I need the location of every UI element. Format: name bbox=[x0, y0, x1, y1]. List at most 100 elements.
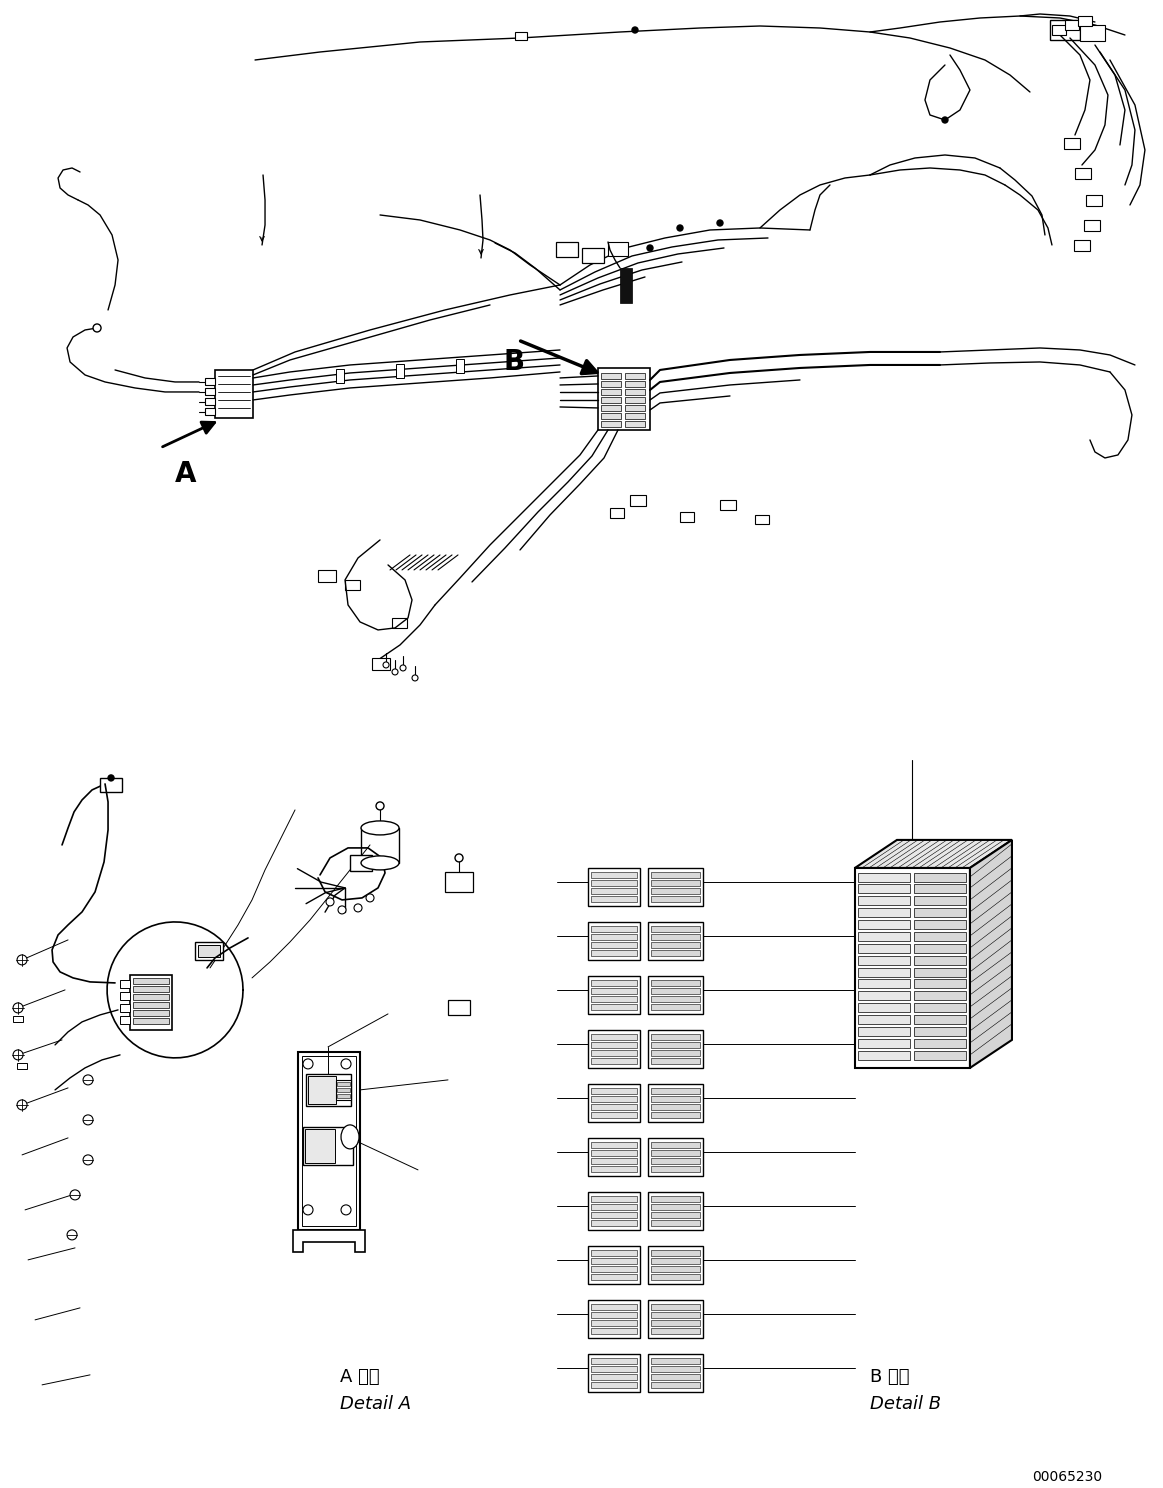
Bar bbox=[651, 1042, 700, 1048]
Bar bbox=[651, 1034, 700, 1040]
Bar bbox=[591, 1303, 637, 1309]
Bar bbox=[601, 381, 621, 387]
Bar bbox=[651, 1088, 700, 1094]
Bar bbox=[651, 1312, 700, 1318]
Circle shape bbox=[17, 1100, 27, 1110]
Bar bbox=[591, 1366, 637, 1372]
Bar bbox=[914, 931, 966, 940]
Bar bbox=[205, 378, 215, 385]
Bar bbox=[601, 388, 621, 394]
Ellipse shape bbox=[361, 856, 399, 870]
Bar bbox=[625, 388, 645, 394]
Bar bbox=[651, 1266, 700, 1272]
Bar bbox=[588, 1192, 640, 1231]
Circle shape bbox=[93, 324, 101, 332]
Bar bbox=[648, 1301, 702, 1338]
Bar bbox=[591, 1257, 637, 1263]
Bar bbox=[100, 778, 122, 792]
Bar bbox=[648, 1245, 702, 1284]
Bar bbox=[591, 942, 637, 948]
Bar bbox=[205, 388, 215, 394]
Bar bbox=[337, 1082, 350, 1086]
Bar bbox=[651, 896, 700, 902]
Polygon shape bbox=[855, 839, 1012, 868]
Bar bbox=[205, 397, 215, 405]
Bar bbox=[651, 981, 700, 987]
Bar bbox=[651, 1150, 700, 1156]
Circle shape bbox=[647, 246, 652, 251]
Circle shape bbox=[341, 1059, 351, 1068]
Bar bbox=[858, 873, 909, 882]
Bar bbox=[601, 421, 621, 427]
Bar bbox=[651, 1303, 700, 1309]
Bar bbox=[1084, 220, 1100, 231]
Bar bbox=[302, 1056, 356, 1226]
Text: Detail A: Detail A bbox=[340, 1394, 412, 1414]
Bar bbox=[755, 515, 769, 524]
Bar bbox=[648, 1354, 702, 1391]
Bar bbox=[858, 955, 909, 964]
Text: A 詳細: A 詳細 bbox=[340, 1367, 379, 1385]
Bar bbox=[591, 1088, 637, 1094]
Bar bbox=[648, 976, 702, 1013]
Bar bbox=[680, 512, 694, 522]
Bar bbox=[120, 1004, 130, 1012]
Bar bbox=[133, 1001, 169, 1007]
Circle shape bbox=[383, 662, 388, 668]
Bar bbox=[914, 967, 966, 978]
Bar bbox=[914, 1039, 966, 1048]
Bar bbox=[1080, 25, 1105, 42]
Bar bbox=[858, 991, 909, 1000]
Circle shape bbox=[83, 1115, 93, 1125]
Bar bbox=[611, 507, 625, 518]
Circle shape bbox=[13, 1051, 23, 1059]
Bar bbox=[130, 975, 172, 1030]
Bar bbox=[591, 926, 637, 931]
Bar bbox=[651, 1196, 700, 1202]
Bar bbox=[625, 421, 645, 427]
Bar bbox=[350, 856, 372, 870]
Circle shape bbox=[326, 897, 334, 906]
Bar bbox=[914, 943, 966, 952]
Bar bbox=[205, 408, 215, 415]
Bar bbox=[120, 1016, 130, 1024]
Circle shape bbox=[632, 27, 638, 33]
Bar bbox=[651, 1051, 700, 1056]
Bar bbox=[591, 1211, 637, 1217]
Bar bbox=[625, 373, 645, 379]
Bar bbox=[337, 1094, 350, 1098]
Text: B 詳細: B 詳細 bbox=[870, 1367, 909, 1385]
Bar bbox=[601, 405, 621, 411]
Bar bbox=[133, 994, 169, 1000]
Bar bbox=[336, 369, 344, 382]
Bar bbox=[591, 1312, 637, 1318]
Bar bbox=[1064, 138, 1080, 149]
Bar bbox=[625, 405, 645, 411]
Bar bbox=[648, 868, 702, 906]
Bar bbox=[591, 896, 637, 902]
Bar bbox=[651, 1220, 700, 1226]
Bar bbox=[651, 879, 700, 885]
Bar bbox=[133, 978, 169, 984]
Bar bbox=[651, 1250, 700, 1256]
Bar bbox=[914, 955, 966, 964]
Text: B: B bbox=[504, 348, 525, 376]
Bar bbox=[336, 1080, 351, 1100]
Bar bbox=[651, 1274, 700, 1280]
Bar bbox=[648, 1138, 702, 1176]
Bar bbox=[720, 500, 736, 510]
Bar bbox=[591, 1150, 637, 1156]
Bar bbox=[1050, 19, 1080, 40]
Bar bbox=[591, 1095, 637, 1103]
Ellipse shape bbox=[341, 1125, 359, 1149]
Bar bbox=[914, 1015, 966, 1024]
Circle shape bbox=[304, 1205, 313, 1214]
Bar bbox=[588, 1301, 640, 1338]
Bar bbox=[858, 1027, 909, 1036]
Bar bbox=[591, 949, 637, 955]
Bar bbox=[1073, 240, 1090, 251]
Bar bbox=[651, 949, 700, 955]
Bar bbox=[195, 942, 223, 960]
Bar bbox=[858, 1003, 909, 1012]
Polygon shape bbox=[970, 839, 1012, 1068]
